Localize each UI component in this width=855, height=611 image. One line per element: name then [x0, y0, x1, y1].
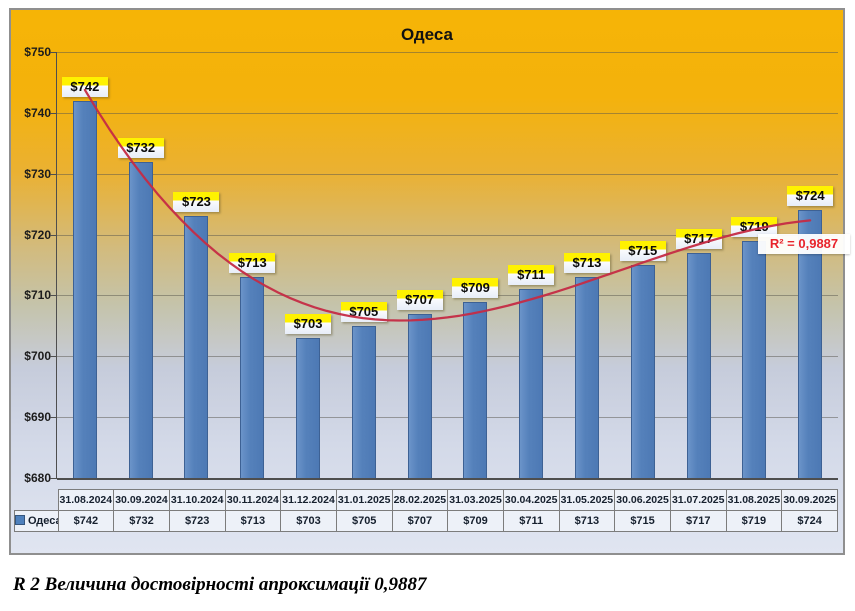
date-cell: 30.11.2024 [224, 489, 282, 511]
y-axis-label: $710 [24, 288, 51, 303]
bar-value-label: $703 [285, 314, 332, 335]
y-axis-tick [50, 417, 57, 419]
bar-value-label: $713 [563, 253, 610, 274]
date-cell: 30.09.2024 [113, 489, 170, 511]
bar [630, 265, 655, 478]
value-cell: $713 [558, 510, 616, 532]
y-axis-label: $700 [24, 349, 51, 364]
value-cell: $719 [725, 510, 783, 532]
legend-cell: Одеса [14, 510, 59, 532]
bar [184, 216, 209, 478]
bar [407, 313, 432, 478]
legend-label: Одеса [28, 515, 57, 527]
trendline [83, 88, 812, 322]
bar-value-label: $742 [61, 76, 108, 97]
plot-area: R² = 0,9887 $742 $732 $723 $713 $703 $705 $707… [50, 52, 850, 480]
date-cell: 30.09.2025 [781, 489, 838, 511]
value-cell: $705 [335, 510, 393, 532]
bar [574, 277, 599, 478]
gridline [57, 173, 838, 175]
value-cell: $723 [168, 510, 226, 532]
bar [240, 277, 265, 478]
date-cell: 30.04.2025 [502, 489, 560, 511]
y-axis-label: $730 [24, 166, 51, 181]
y-axis-label: $750 [24, 45, 51, 59]
value-cell: $742 [57, 510, 115, 532]
bar-value-label: $723 [173, 192, 220, 213]
y-axis-label: $740 [24, 105, 51, 120]
bar-value-label: $715 [619, 241, 666, 261]
gridline [57, 112, 838, 114]
y-axis-tick [50, 234, 57, 236]
date-cell: 31.08.2024 [57, 489, 115, 511]
gridline [57, 356, 838, 358]
value-cell: $703 [280, 510, 337, 532]
gridline [57, 295, 838, 297]
bar-value-label: $717 [675, 228, 722, 249]
date-cell: 31.01.2025 [335, 489, 393, 511]
value-cell: $724 [781, 510, 838, 532]
bar-value-label: $713 [229, 253, 276, 274]
bar-value-label: $711 [508, 265, 555, 286]
legend-marker-icon [15, 515, 25, 525]
date-cell: 30.06.2025 [614, 489, 671, 511]
figure-caption: R 2 Величина достовірності апроксимації … [13, 574, 427, 595]
bar [72, 100, 97, 478]
bar [519, 289, 544, 478]
bar [296, 338, 321, 478]
value-cell: $709 [447, 510, 504, 532]
bar-value-label: $724 [787, 186, 834, 207]
table-corner-cell [15, 490, 59, 511]
date-cell: 31.10.2024 [168, 489, 226, 511]
bar-value-label: $707 [396, 289, 443, 310]
value-cell: $707 [391, 510, 449, 532]
y-axis-label: $680 [24, 471, 51, 485]
y-axis-tick [50, 478, 57, 479]
bar-value-label: $732 [117, 137, 164, 158]
gridline [57, 417, 838, 419]
value-cell: $715 [614, 510, 671, 532]
date-cell: 28.02.2025 [391, 489, 449, 511]
chart-title: Одеса [401, 25, 453, 44]
gridline [57, 478, 838, 480]
value-cell: $711 [502, 510, 560, 532]
date-cell: 31.12.2024 [280, 489, 337, 511]
date-cell: 31.05.2025 [558, 489, 616, 511]
date-cell: 31.07.2025 [669, 489, 727, 511]
gridline [57, 52, 838, 53]
data-table: 31.08.2024 30.09.2024 31.10.2024 30.11.2024… [14, 489, 838, 532]
y-axis-line [56, 52, 57, 479]
bar [128, 161, 153, 478]
bar [686, 252, 711, 478]
bar [742, 240, 767, 478]
y-axis-label: $720 [24, 227, 51, 242]
bar-value-label: $705 [340, 301, 387, 322]
value-cell: $732 [113, 510, 170, 532]
chart-figure: Одеса $750 $740 $730 $720 $710 $700 $690 $680 R… [9, 8, 850, 555]
y-axis-tick [50, 295, 57, 297]
value-cell: $717 [669, 510, 727, 532]
r-squared-label: R² = 0,9887 [758, 234, 850, 254]
date-cell: 31.08.2025 [725, 489, 783, 511]
date-cell: 31.03.2025 [447, 489, 504, 511]
value-cell: $713 [224, 510, 282, 532]
y-axis-tick [50, 112, 57, 114]
y-axis: $750 $740 $730 $720 $710 $700 $690 $680 [13, 45, 51, 485]
y-axis-tick [50, 52, 57, 53]
bar [463, 301, 488, 478]
y-axis-tick [50, 356, 57, 358]
y-axis-tick [50, 173, 57, 175]
y-axis-label: $690 [24, 410, 51, 425]
bar [351, 325, 376, 478]
bar-value-label: $709 [452, 277, 499, 298]
